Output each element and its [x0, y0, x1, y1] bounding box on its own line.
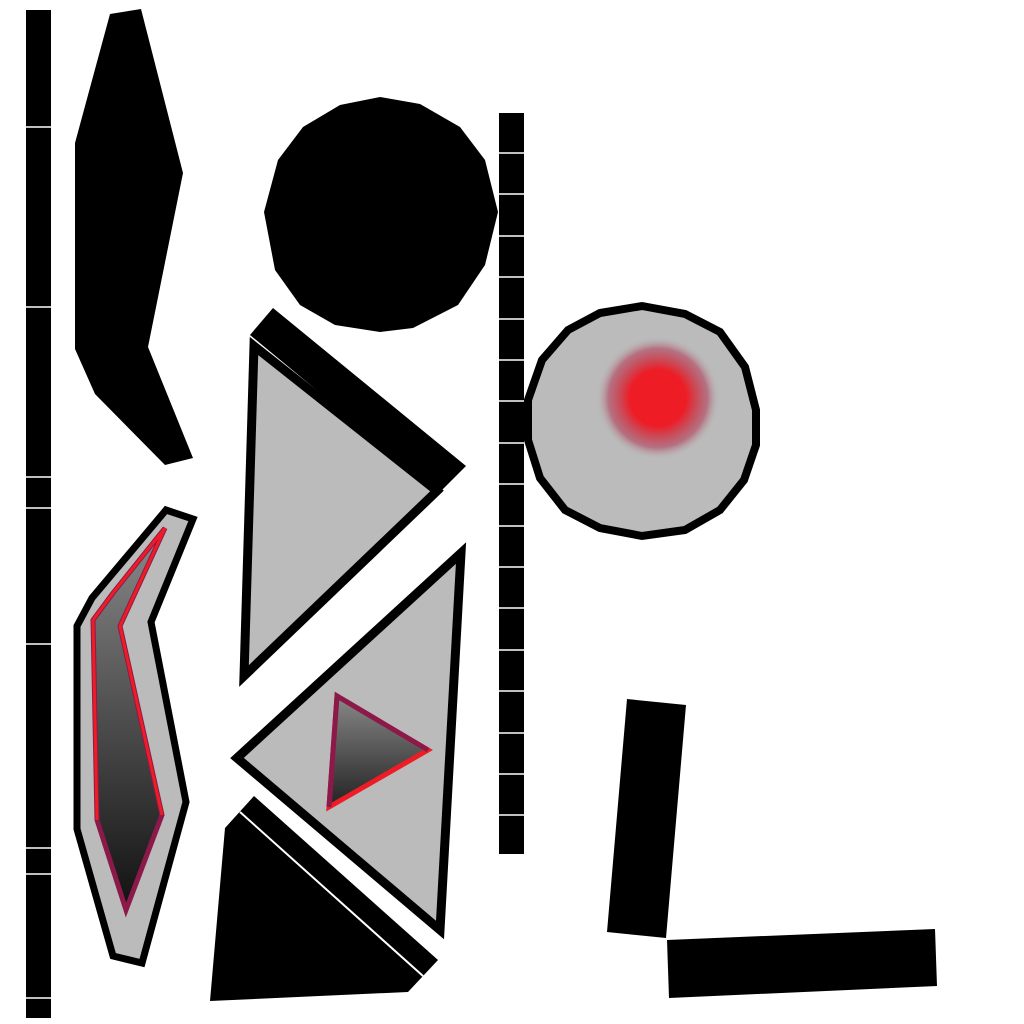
- gradient-chevron-shape: [73, 505, 198, 968]
- right-pointing-triangle: [239, 336, 444, 687]
- black-circle: [264, 97, 498, 332]
- middle-segmented-bar: [499, 113, 524, 854]
- vertical-black-bar: [607, 699, 686, 938]
- black-chevron-shape: [75, 9, 193, 465]
- black-triangle-shadow: [250, 308, 466, 492]
- black-bottom-wedge: [210, 796, 438, 1001]
- left-segmented-bar: [26, 10, 51, 1018]
- gray-circle-with-red-glow: [524, 301, 760, 541]
- horizontal-black-bar: [667, 929, 937, 998]
